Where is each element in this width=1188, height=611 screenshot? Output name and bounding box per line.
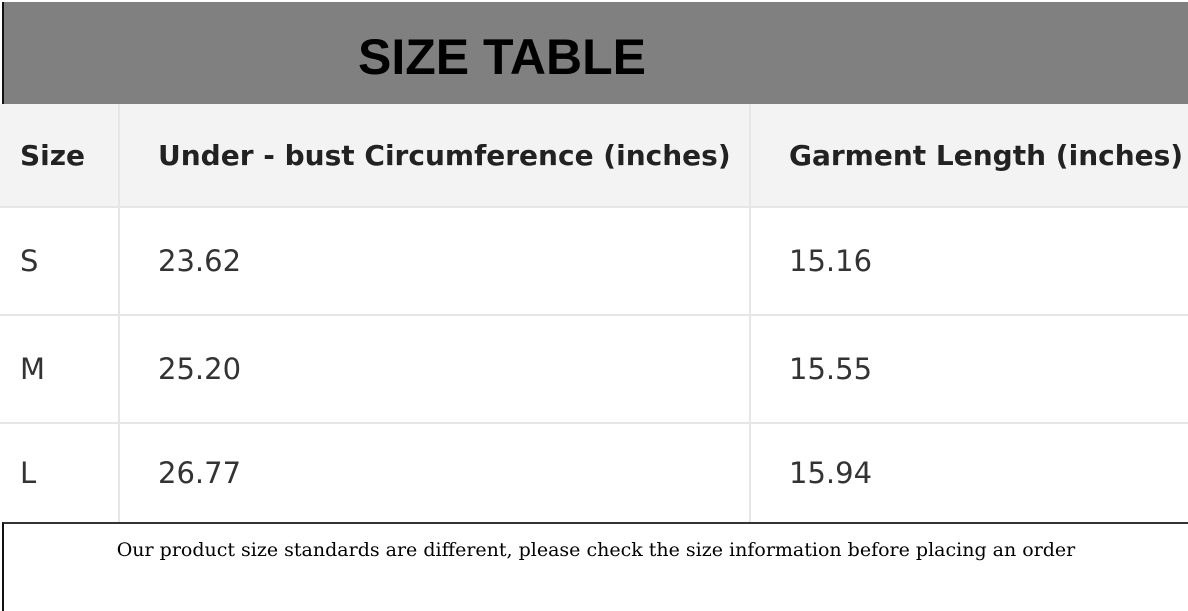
cell-underbust: 26.77 <box>120 424 751 522</box>
header-underbust: Under - bust Circumference (inches) <box>120 104 751 206</box>
table-row: L 26.77 15.94 <box>0 424 1188 522</box>
table-row: S 23.62 15.16 <box>0 208 1188 316</box>
cell-size: S <box>0 208 120 314</box>
table-header-row: Size Under - bust Circumference (inches)… <box>0 104 1188 208</box>
header-size: Size <box>0 104 120 206</box>
cell-size: M <box>0 316 120 422</box>
header-length: Garment Length (inches) <box>789 138 1184 172</box>
cell-size: L <box>0 424 120 522</box>
cell-length: 15.55 <box>789 352 873 386</box>
size-table: Size Under - bust Circumference (inches)… <box>0 104 1188 522</box>
table-row: M 25.20 15.55 <box>0 316 1188 424</box>
title-band: SIZE TABLE <box>2 2 1188 104</box>
cell-underbust: 23.62 <box>120 208 751 314</box>
page-title: SIZE TABLE <box>358 29 646 85</box>
cell-length: 15.16 <box>789 244 873 278</box>
size-note: Our product size standards are different… <box>2 522 1188 611</box>
cell-length: 15.94 <box>789 456 873 490</box>
cell-underbust: 25.20 <box>120 316 751 422</box>
